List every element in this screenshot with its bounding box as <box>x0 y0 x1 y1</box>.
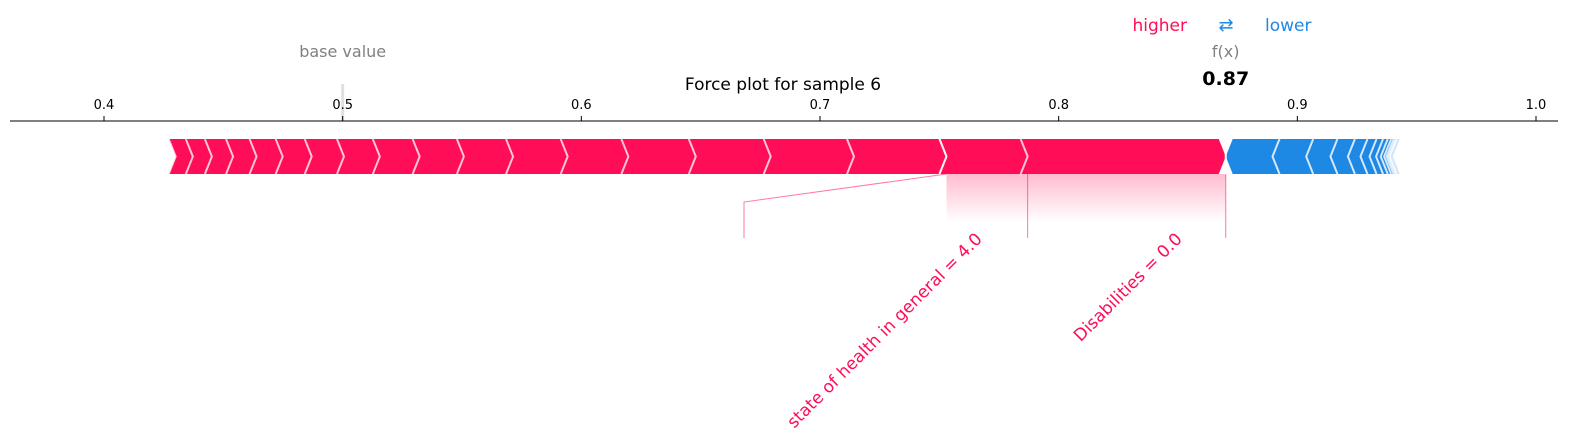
segment-divider <box>762 138 772 175</box>
segment-divider <box>1387 138 1397 175</box>
segment-divider <box>274 138 284 175</box>
feature-shading <box>946 174 1226 222</box>
legend-higher-label: higher <box>1132 16 1187 36</box>
segment-divider <box>411 138 421 175</box>
negative-effect-segment <box>1369 139 1384 174</box>
positive-effect-segment <box>336 139 380 174</box>
feature-label: Disabilities = 0.0 <box>1070 229 1187 346</box>
positive-effect-segment <box>846 139 947 174</box>
segment-divider <box>336 138 346 175</box>
x-tick-label: 0.7 <box>810 98 831 113</box>
chart-title: Force plot for sample 6 <box>685 75 881 95</box>
x-tick-label: 0.5 <box>332 98 353 113</box>
positive-effect-segment <box>456 139 514 174</box>
x-tick-label: 0.6 <box>571 98 592 113</box>
segment-divider <box>938 138 948 175</box>
positive-effect-segment <box>372 139 420 174</box>
segment-divider <box>846 138 856 175</box>
positive-effect-segment <box>168 139 193 174</box>
x-tick-label: 0.8 <box>1048 98 1069 113</box>
negative-effect-segment <box>1225 139 1280 174</box>
negative-effect-segment <box>1306 139 1338 174</box>
negative-effect-segment <box>1376 139 1388 174</box>
segment-divider <box>225 138 235 175</box>
x-tick-label: 0.4 <box>94 98 115 113</box>
x-tick-label: 1.0 <box>1526 98 1547 113</box>
segment-divider <box>303 138 313 175</box>
segment-divider <box>1385 138 1395 175</box>
force-bars <box>167 138 1400 175</box>
positive-effect-segment <box>204 139 234 174</box>
segment-divider <box>184 138 194 175</box>
segment-divider <box>687 138 697 175</box>
x-axis: 0.4 0.5 0.6 0.7 0.8 0.9 1.0 <box>10 98 1558 122</box>
segment-divider <box>248 138 258 175</box>
feature-label: state of health in general = 4.0 <box>784 229 987 432</box>
feature-segment <box>939 139 1028 174</box>
segment-divider <box>1019 138 1029 175</box>
segment-divider <box>203 138 213 175</box>
positive-effect-segment <box>688 139 771 174</box>
feature-segment <box>1020 139 1226 174</box>
segment-divider <box>1383 138 1393 175</box>
negative-effect-segment <box>1347 139 1368 174</box>
segment-divider <box>1379 138 1389 175</box>
positive-effect-segment <box>185 139 212 174</box>
segment-divider <box>1374 138 1384 175</box>
segment-divider <box>1346 138 1356 175</box>
positive-effect-segment <box>412 139 464 174</box>
feature-shade <box>946 174 1226 222</box>
x-tick-label: 0.9 <box>1287 98 1308 113</box>
positive-effect-segment <box>621 139 696 174</box>
segment-divider <box>559 138 569 175</box>
positive-effect-segment <box>506 139 568 174</box>
legend-lower-label: lower <box>1265 16 1311 36</box>
positive-effect-segment <box>275 139 312 174</box>
output-label: f(x) <box>1212 42 1240 61</box>
positive-effect-segment <box>560 139 629 174</box>
positive-effect-segment <box>249 139 283 174</box>
segment-divider <box>505 138 515 175</box>
label-connector <box>743 173 947 238</box>
positive-effect-segment <box>763 139 854 174</box>
segment-divider <box>1368 138 1378 175</box>
base-value-label: base value <box>299 42 386 61</box>
segment-divider <box>1271 138 1281 175</box>
segment-divider <box>1359 138 1369 175</box>
negative-effect-segment <box>1330 139 1355 174</box>
positive-effect-segment <box>304 139 344 174</box>
negative-effect-segment <box>1272 139 1314 174</box>
segment-divider <box>1388 138 1398 175</box>
segment-divider <box>1329 138 1339 175</box>
segment-divider <box>620 138 630 175</box>
segment-divider <box>1305 138 1315 175</box>
output-value: 0.87 <box>1202 68 1249 90</box>
legend-swap-icon: ⇄ <box>1218 15 1233 36</box>
positive-effect-segment <box>226 139 257 174</box>
segment-divider <box>371 138 381 175</box>
segment-divider <box>455 138 465 175</box>
segment-divider <box>167 138 177 175</box>
